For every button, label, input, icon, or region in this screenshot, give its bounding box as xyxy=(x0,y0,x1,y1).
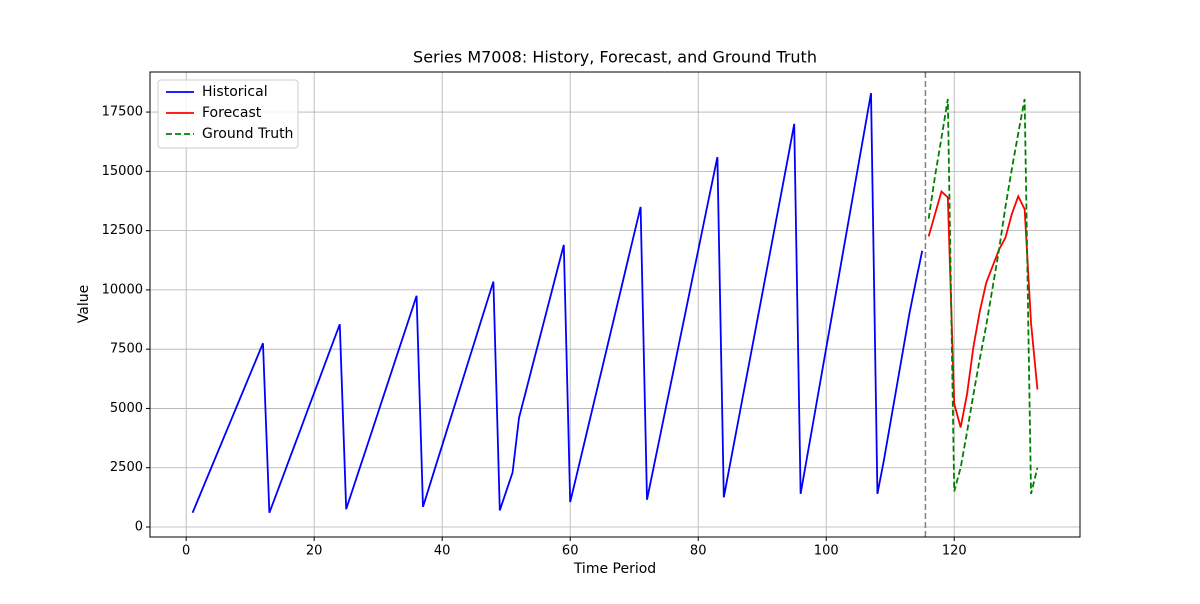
legend-box xyxy=(157,79,299,149)
y-tick-label: 10000 xyxy=(102,282,143,297)
legend-label: Ground Truth xyxy=(202,126,293,142)
legend-label: Historical xyxy=(202,84,268,100)
x-tick-label: 40 xyxy=(434,544,451,559)
chart-title: Series M7008: History, Forecast, and Gro… xyxy=(413,48,817,67)
plot-frame xyxy=(149,71,1081,538)
y-tick-label: 7500 xyxy=(110,342,143,357)
y-tick-label: 5000 xyxy=(110,401,143,416)
y-tick-label: 12500 xyxy=(102,223,143,238)
y-tick-label: 17500 xyxy=(102,105,143,120)
series-line xyxy=(927,189,1039,428)
x-tick-label: 120 xyxy=(942,544,967,559)
legend-label: Forecast xyxy=(202,105,262,121)
x-tick-label: 100 xyxy=(814,544,839,559)
x-tick-label: 20 xyxy=(306,544,323,559)
y-tick-label: 2500 xyxy=(110,460,143,475)
x-tick-label: 60 xyxy=(562,544,579,559)
series-line xyxy=(191,92,924,514)
series-line xyxy=(927,98,1039,495)
y-axis-label: Value xyxy=(76,285,92,323)
y-tick-label: 0 xyxy=(135,519,143,534)
x-tick-label: 80 xyxy=(690,544,707,559)
y-tick-label: 15000 xyxy=(102,164,143,179)
x-axis-label: Time Period xyxy=(573,561,656,577)
x-tick-label: 0 xyxy=(182,544,190,559)
